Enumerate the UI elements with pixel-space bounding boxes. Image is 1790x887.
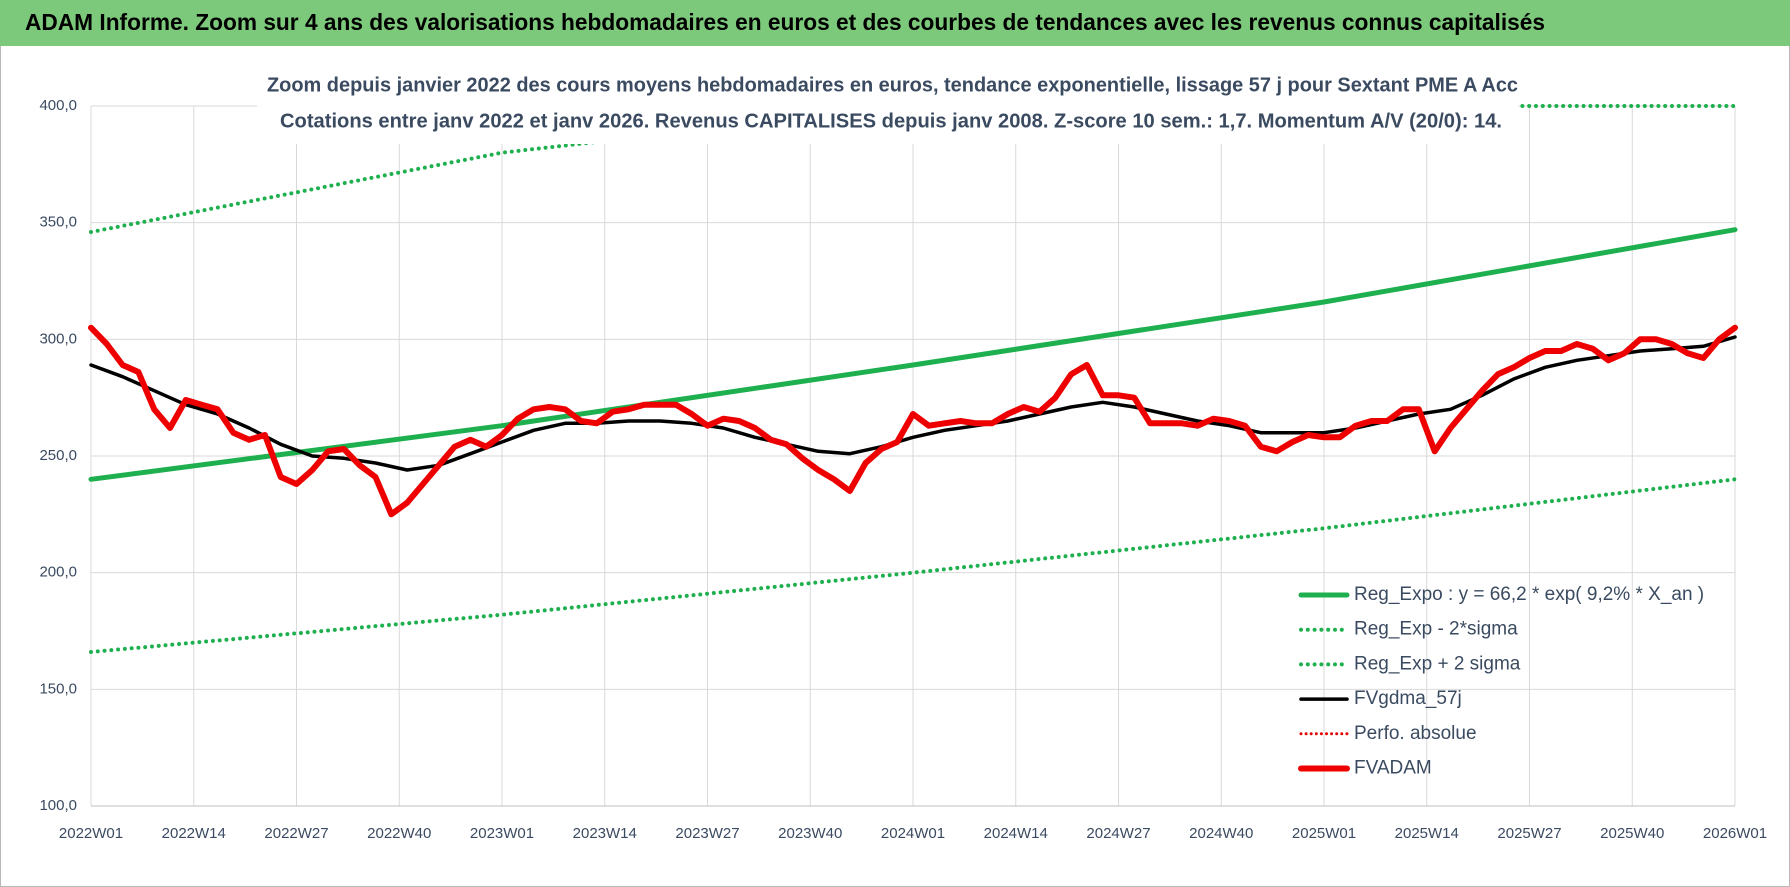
y-tick-label: 400,0 [39,97,77,114]
header-bar [0,0,1790,46]
y-tick-label: 250,0 [39,447,77,464]
header: ADAM Informe. Zoom sur 4 ans des valoris… [25,9,1545,35]
y-tick-label: 300,0 [39,330,77,347]
title-box [257,68,1518,144]
x-tick-label: 2025W01 [1292,825,1356,842]
series-line [89,335,1737,472]
y-tick-label: 100,0 [39,797,77,814]
y-tick-label: 200,0 [39,564,77,581]
chart-title: Zoom depuis janvier 2022 des cours moyen… [267,74,1518,96]
x-tick-label: 2022W01 [59,825,123,842]
x-tick-label: 2023W27 [675,825,739,842]
x-tick-label: 2026W01 [1703,825,1767,842]
legend-label: FVgdma_57j [1354,688,1462,709]
x-tick-label: 2024W40 [1189,825,1253,842]
chart-subtitle: Cotations entre janv 2022 et janv 2026. … [280,110,1502,132]
y-tick-label: 350,0 [39,214,77,231]
x-tick-label: 2022W40 [367,825,431,842]
legend-label: Reg_Expo : y = 66,2 * exp( 9,2% * X_an ) [1354,584,1704,605]
x-tick-label: 2025W40 [1600,825,1664,842]
legend: Reg_Expo : y = 66,2 * exp( 9,2% * X_an )… [1298,584,1704,779]
x-tick-label: 2024W14 [984,825,1048,842]
legend-label: FVADAM [1354,758,1432,779]
plot-area: 100,0 150,0 200,0 250,0 300,0 350,0 400,0 2022W… [39,97,1767,842]
y-tick-label: 150,0 [39,680,77,697]
x-tick-label: 2024W01 [881,825,945,842]
legend-label: Reg_Exp - 2*sigma [1354,619,1518,640]
series-line [88,324,1738,518]
legend-label: Perfo. absolue [1354,723,1477,744]
series-line [88,227,1738,482]
x-tick-label: 2023W40 [778,825,842,842]
x-tick-label: 2022W14 [162,825,226,842]
x-tick-label: 2025W27 [1497,825,1561,842]
legend-label: Reg_Exp + 2 sigma [1354,653,1521,674]
x-tick-label: 2025W14 [1395,825,1459,842]
x-tick-label: 2022W27 [264,825,328,842]
x-tick-label: 2023W01 [470,825,534,842]
x-tick-label: 2024W27 [1086,825,1150,842]
x-tick-label: 2023W14 [573,825,637,842]
